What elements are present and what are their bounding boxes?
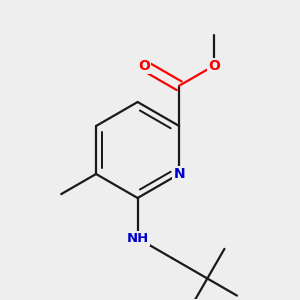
Text: N: N <box>173 167 185 181</box>
Text: O: O <box>138 58 150 73</box>
Text: NH: NH <box>127 232 149 245</box>
Text: O: O <box>208 58 220 73</box>
